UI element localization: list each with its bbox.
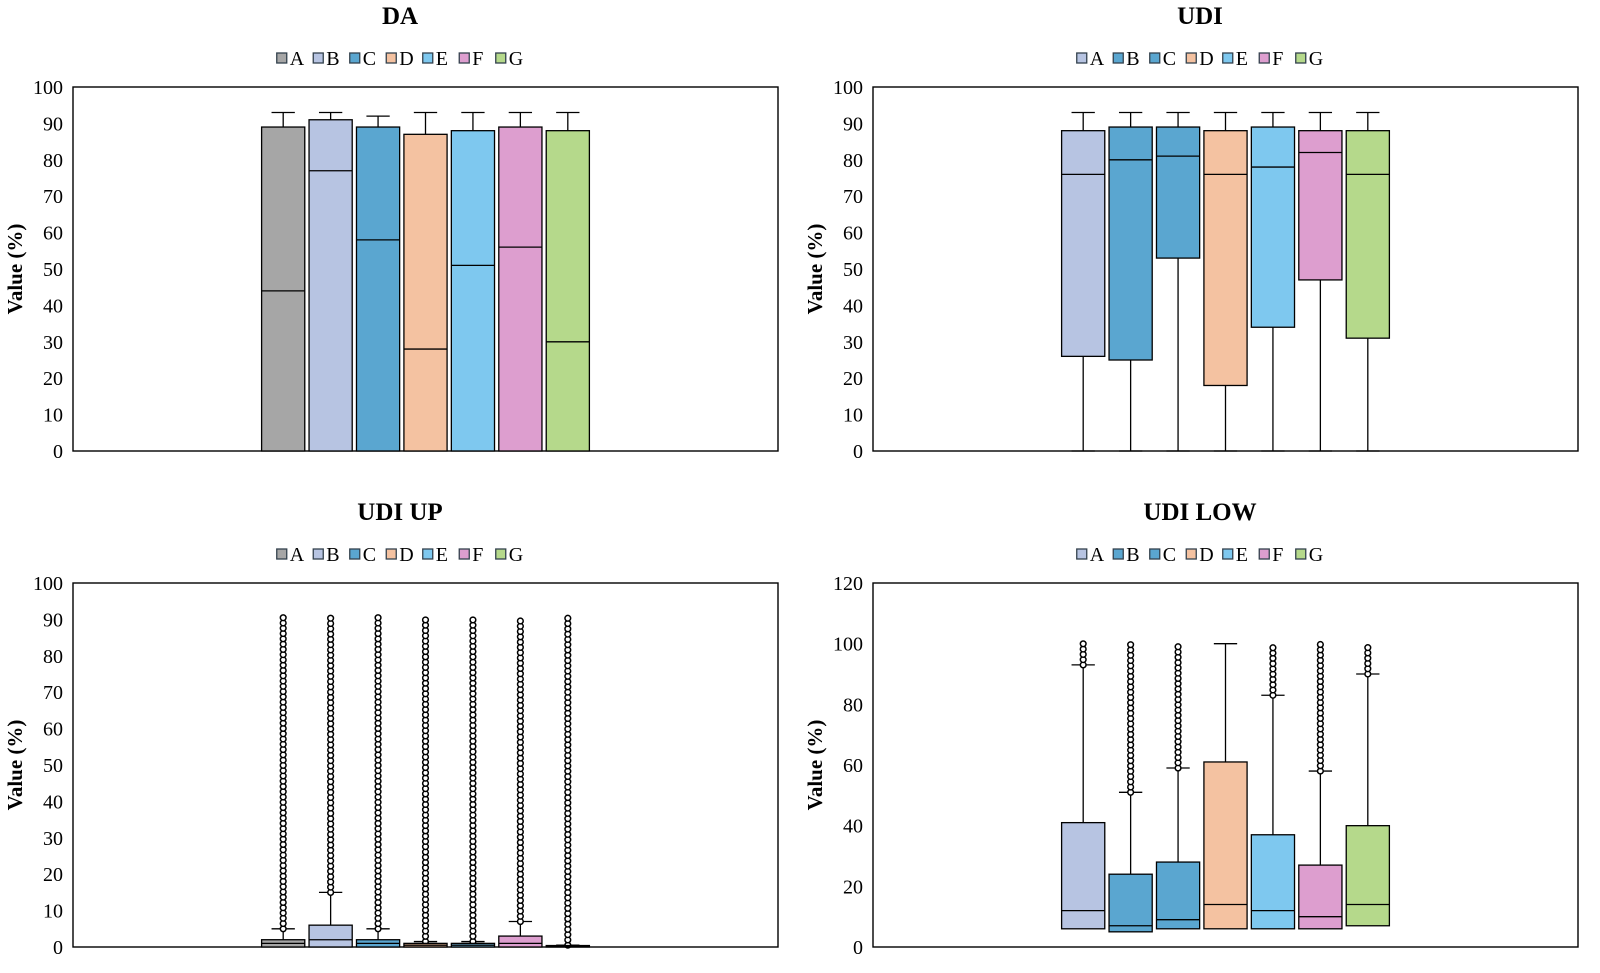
svg-text:60: 60 [843,755,863,777]
svg-text:UDI: UDI [1177,3,1223,30]
svg-text:E: E [1236,544,1248,566]
svg-text:10: 10 [43,405,63,427]
svg-text:G: G [1309,544,1323,566]
svg-text:A: A [290,544,305,566]
svg-text:50: 50 [43,755,63,777]
svg-text:0: 0 [853,441,863,463]
svg-text:B: B [326,48,339,70]
svg-text:0: 0 [853,937,863,959]
svg-text:10: 10 [43,901,63,923]
svg-text:0: 0 [53,937,63,959]
svg-text:60: 60 [843,223,863,245]
svg-text:Value (%): Value (%) [3,720,27,811]
svg-text:100: 100 [833,634,863,656]
svg-text:DA: DA [382,3,418,30]
svg-text:50: 50 [43,259,63,281]
svg-text:90: 90 [43,113,63,135]
svg-text:UDI UP: UDI UP [357,499,442,526]
svg-text:F: F [1272,544,1283,566]
svg-text:G: G [509,544,523,566]
svg-text:100: 100 [33,573,63,595]
svg-text:40: 40 [43,295,63,317]
svg-text:E: E [436,48,448,70]
svg-text:30: 30 [43,828,63,850]
svg-text:90: 90 [43,609,63,631]
svg-text:Value (%): Value (%) [803,224,827,315]
svg-text:60: 60 [43,719,63,741]
svg-text:100: 100 [33,77,63,99]
svg-text:C: C [363,544,376,566]
svg-text:C: C [1163,544,1176,566]
svg-text:D: D [399,544,413,566]
svg-text:30: 30 [843,332,863,354]
svg-text:20: 20 [43,864,63,886]
svg-text:C: C [1163,48,1176,70]
svg-text:30: 30 [43,332,63,354]
svg-text:120: 120 [833,573,863,595]
svg-text:80: 80 [43,646,63,668]
svg-text:C: C [363,48,376,70]
svg-text:B: B [1126,48,1139,70]
svg-text:A: A [1090,544,1105,566]
svg-text:20: 20 [843,876,863,898]
svg-text:40: 40 [43,791,63,813]
svg-text:Value (%): Value (%) [803,720,827,811]
svg-text:60: 60 [43,223,63,245]
svg-text:F: F [1272,48,1283,70]
svg-text:D: D [399,48,413,70]
svg-text:20: 20 [843,368,863,390]
svg-text:100: 100 [833,77,863,99]
svg-text:B: B [326,544,339,566]
svg-text:70: 70 [43,682,63,704]
svg-text:G: G [509,48,523,70]
svg-text:70: 70 [43,186,63,208]
svg-text:90: 90 [843,113,863,135]
svg-text:70: 70 [843,186,863,208]
svg-text:50: 50 [843,259,863,281]
svg-text:B: B [1126,544,1139,566]
svg-text:80: 80 [843,150,863,172]
svg-text:80: 80 [843,694,863,716]
svg-text:F: F [472,544,483,566]
svg-text:D: D [1199,544,1213,566]
svg-text:80: 80 [43,150,63,172]
svg-text:A: A [1090,48,1105,70]
svg-text:10: 10 [843,405,863,427]
svg-text:G: G [1309,48,1323,70]
svg-text:Value (%): Value (%) [3,224,27,315]
svg-text:A: A [290,48,305,70]
svg-text:40: 40 [843,295,863,317]
svg-text:E: E [1236,48,1248,70]
svg-text:F: F [472,48,483,70]
svg-text:D: D [1199,48,1213,70]
svg-text:0: 0 [53,441,63,463]
svg-text:E: E [436,544,448,566]
svg-text:UDI LOW: UDI LOW [1143,499,1256,526]
svg-text:40: 40 [843,816,863,838]
svg-text:20: 20 [43,368,63,390]
